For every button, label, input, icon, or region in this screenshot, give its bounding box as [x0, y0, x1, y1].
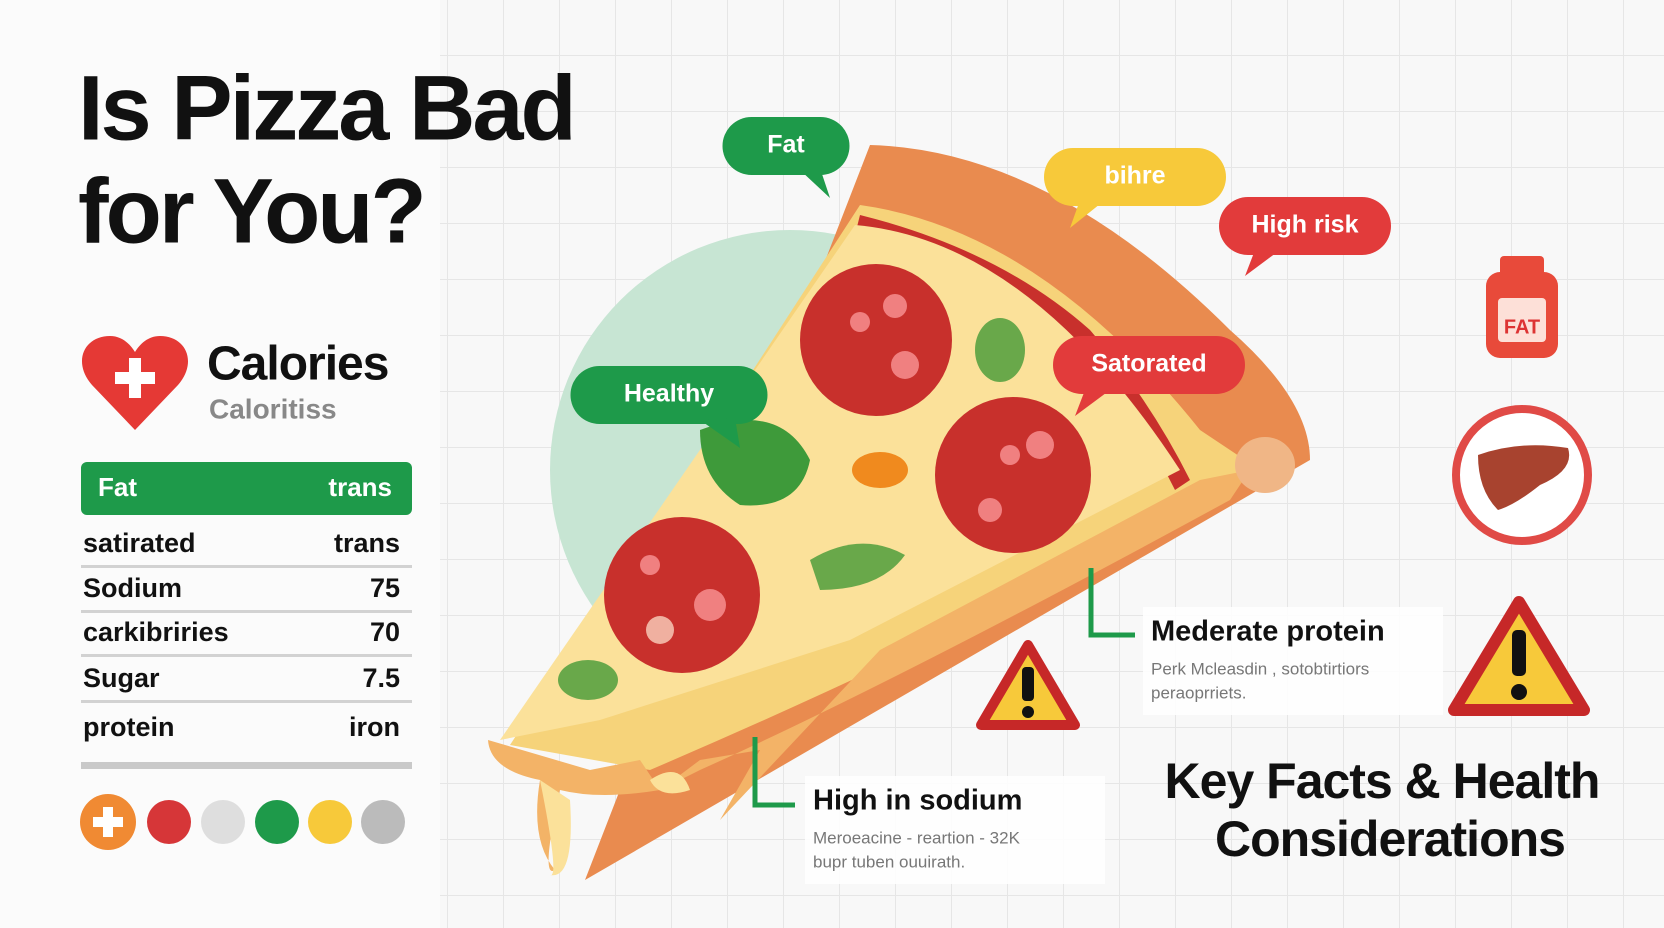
- callout-arrow: [752, 737, 795, 808]
- table-cell: carkibriries: [83, 617, 229, 647]
- bubble-label: bihre: [1104, 162, 1165, 190]
- jar-label: FAT: [1504, 316, 1540, 338]
- table-cell: 75: [370, 573, 400, 603]
- callout-bg: [1143, 607, 1443, 715]
- table-cell: Sugar: [83, 663, 160, 693]
- bubble-label: High risk: [1252, 211, 1359, 239]
- speech-bubble: [1053, 336, 1245, 394]
- callout-text: peraoprriets.: [1151, 683, 1246, 702]
- footer-title: Key Facts & Health: [1165, 753, 1600, 809]
- callout-bg: [805, 776, 1105, 884]
- row-rule: [81, 565, 412, 568]
- table-cell: satirated: [83, 528, 196, 558]
- fat-jar-icon: [1486, 256, 1558, 358]
- bubble-tail: [1075, 390, 1110, 416]
- row-rule: [81, 610, 412, 613]
- color-legend: [80, 794, 405, 850]
- heart-icon: [81, 336, 189, 430]
- callout-title: Mederate protein: [1151, 616, 1385, 648]
- footer-title: Considerations: [1215, 811, 1565, 867]
- calories-subheading: Caloritiss: [209, 393, 337, 424]
- bubble-label: Fat: [767, 131, 805, 159]
- callout-arrow: [1088, 568, 1135, 638]
- table-cell: 70: [370, 617, 400, 647]
- callout-title: High in sodium: [813, 785, 1022, 817]
- liver-icon: [1452, 405, 1592, 545]
- title: Is Pizza Bad: [78, 57, 574, 159]
- bubble-tail: [1070, 200, 1105, 228]
- table-cell: iron: [349, 712, 400, 742]
- warning-icon: [976, 640, 1080, 730]
- table-bottom-rule: [81, 762, 412, 769]
- row-rule: [81, 700, 412, 703]
- bubble-label: Satorated: [1091, 350, 1206, 378]
- speech-bubble: [722, 117, 850, 175]
- table-cell: 7.5: [362, 663, 400, 693]
- callout-text: Perk Mcleasdin , sotobtirtiors: [1151, 659, 1369, 678]
- warning-icon: [1448, 596, 1590, 716]
- row-rule: [81, 654, 412, 657]
- table-cell: trans: [334, 528, 400, 558]
- table-cell: protein: [83, 712, 175, 742]
- speech-bubble: [1044, 148, 1226, 206]
- bubble-label: Healthy: [624, 380, 714, 408]
- callout-text: bupr tuben ouuirath.: [813, 852, 965, 871]
- table-cell: Sodium: [83, 573, 182, 603]
- table-header-cell: Fat: [98, 472, 137, 502]
- title: for You?: [78, 160, 424, 262]
- calories-heading: Calories: [207, 338, 388, 391]
- bubble-tail: [800, 168, 830, 198]
- table-header-cell: trans: [328, 472, 392, 502]
- bubble-tail: [1245, 250, 1280, 276]
- callout-text: Meroeacine - reartion - 32K: [813, 828, 1021, 847]
- speech-bubble: [570, 366, 768, 424]
- table-header: [81, 462, 412, 515]
- speech-bubble: [1219, 197, 1391, 255]
- bubble-tail: [700, 418, 740, 448]
